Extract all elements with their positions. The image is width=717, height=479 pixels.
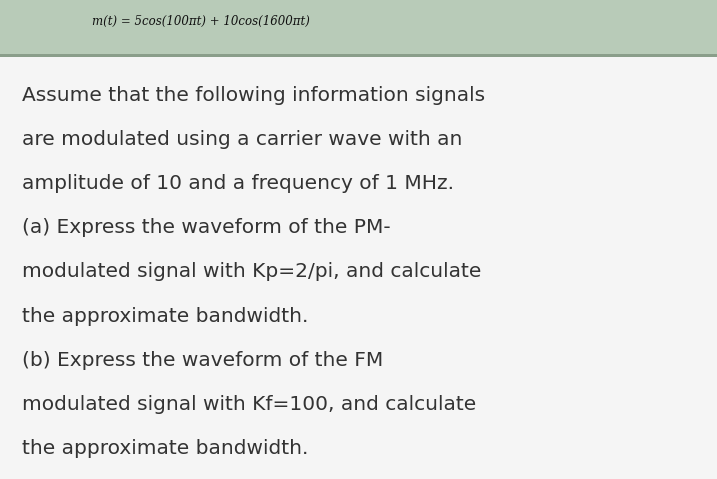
Polygon shape xyxy=(0,57,129,91)
FancyBboxPatch shape xyxy=(0,54,717,57)
Text: modulated signal with Kp=2/pi, and calculate: modulated signal with Kp=2/pi, and calcu… xyxy=(22,262,481,282)
Text: (a) Express the waveform of the PM-: (a) Express the waveform of the PM- xyxy=(22,218,390,238)
FancyBboxPatch shape xyxy=(0,0,717,57)
Text: are modulated using a carrier wave with an: are modulated using a carrier wave with … xyxy=(22,130,462,149)
Text: (b) Express the waveform of the FM: (b) Express the waveform of the FM xyxy=(22,351,383,370)
Text: modulated signal with Kf=100, and calculate: modulated signal with Kf=100, and calcul… xyxy=(22,395,476,414)
Text: amplitude of 10 and a frequency of 1 MHz.: amplitude of 10 and a frequency of 1 MHz… xyxy=(22,174,454,194)
Text: Assume that the following information signals: Assume that the following information si… xyxy=(22,86,485,105)
Text: the approximate bandwidth.: the approximate bandwidth. xyxy=(22,307,308,326)
Text: m(t) = 5cos(100πt) + 10cos(1600πt): m(t) = 5cos(100πt) + 10cos(1600πt) xyxy=(92,15,310,28)
Text: the approximate bandwidth.: the approximate bandwidth. xyxy=(22,439,308,458)
